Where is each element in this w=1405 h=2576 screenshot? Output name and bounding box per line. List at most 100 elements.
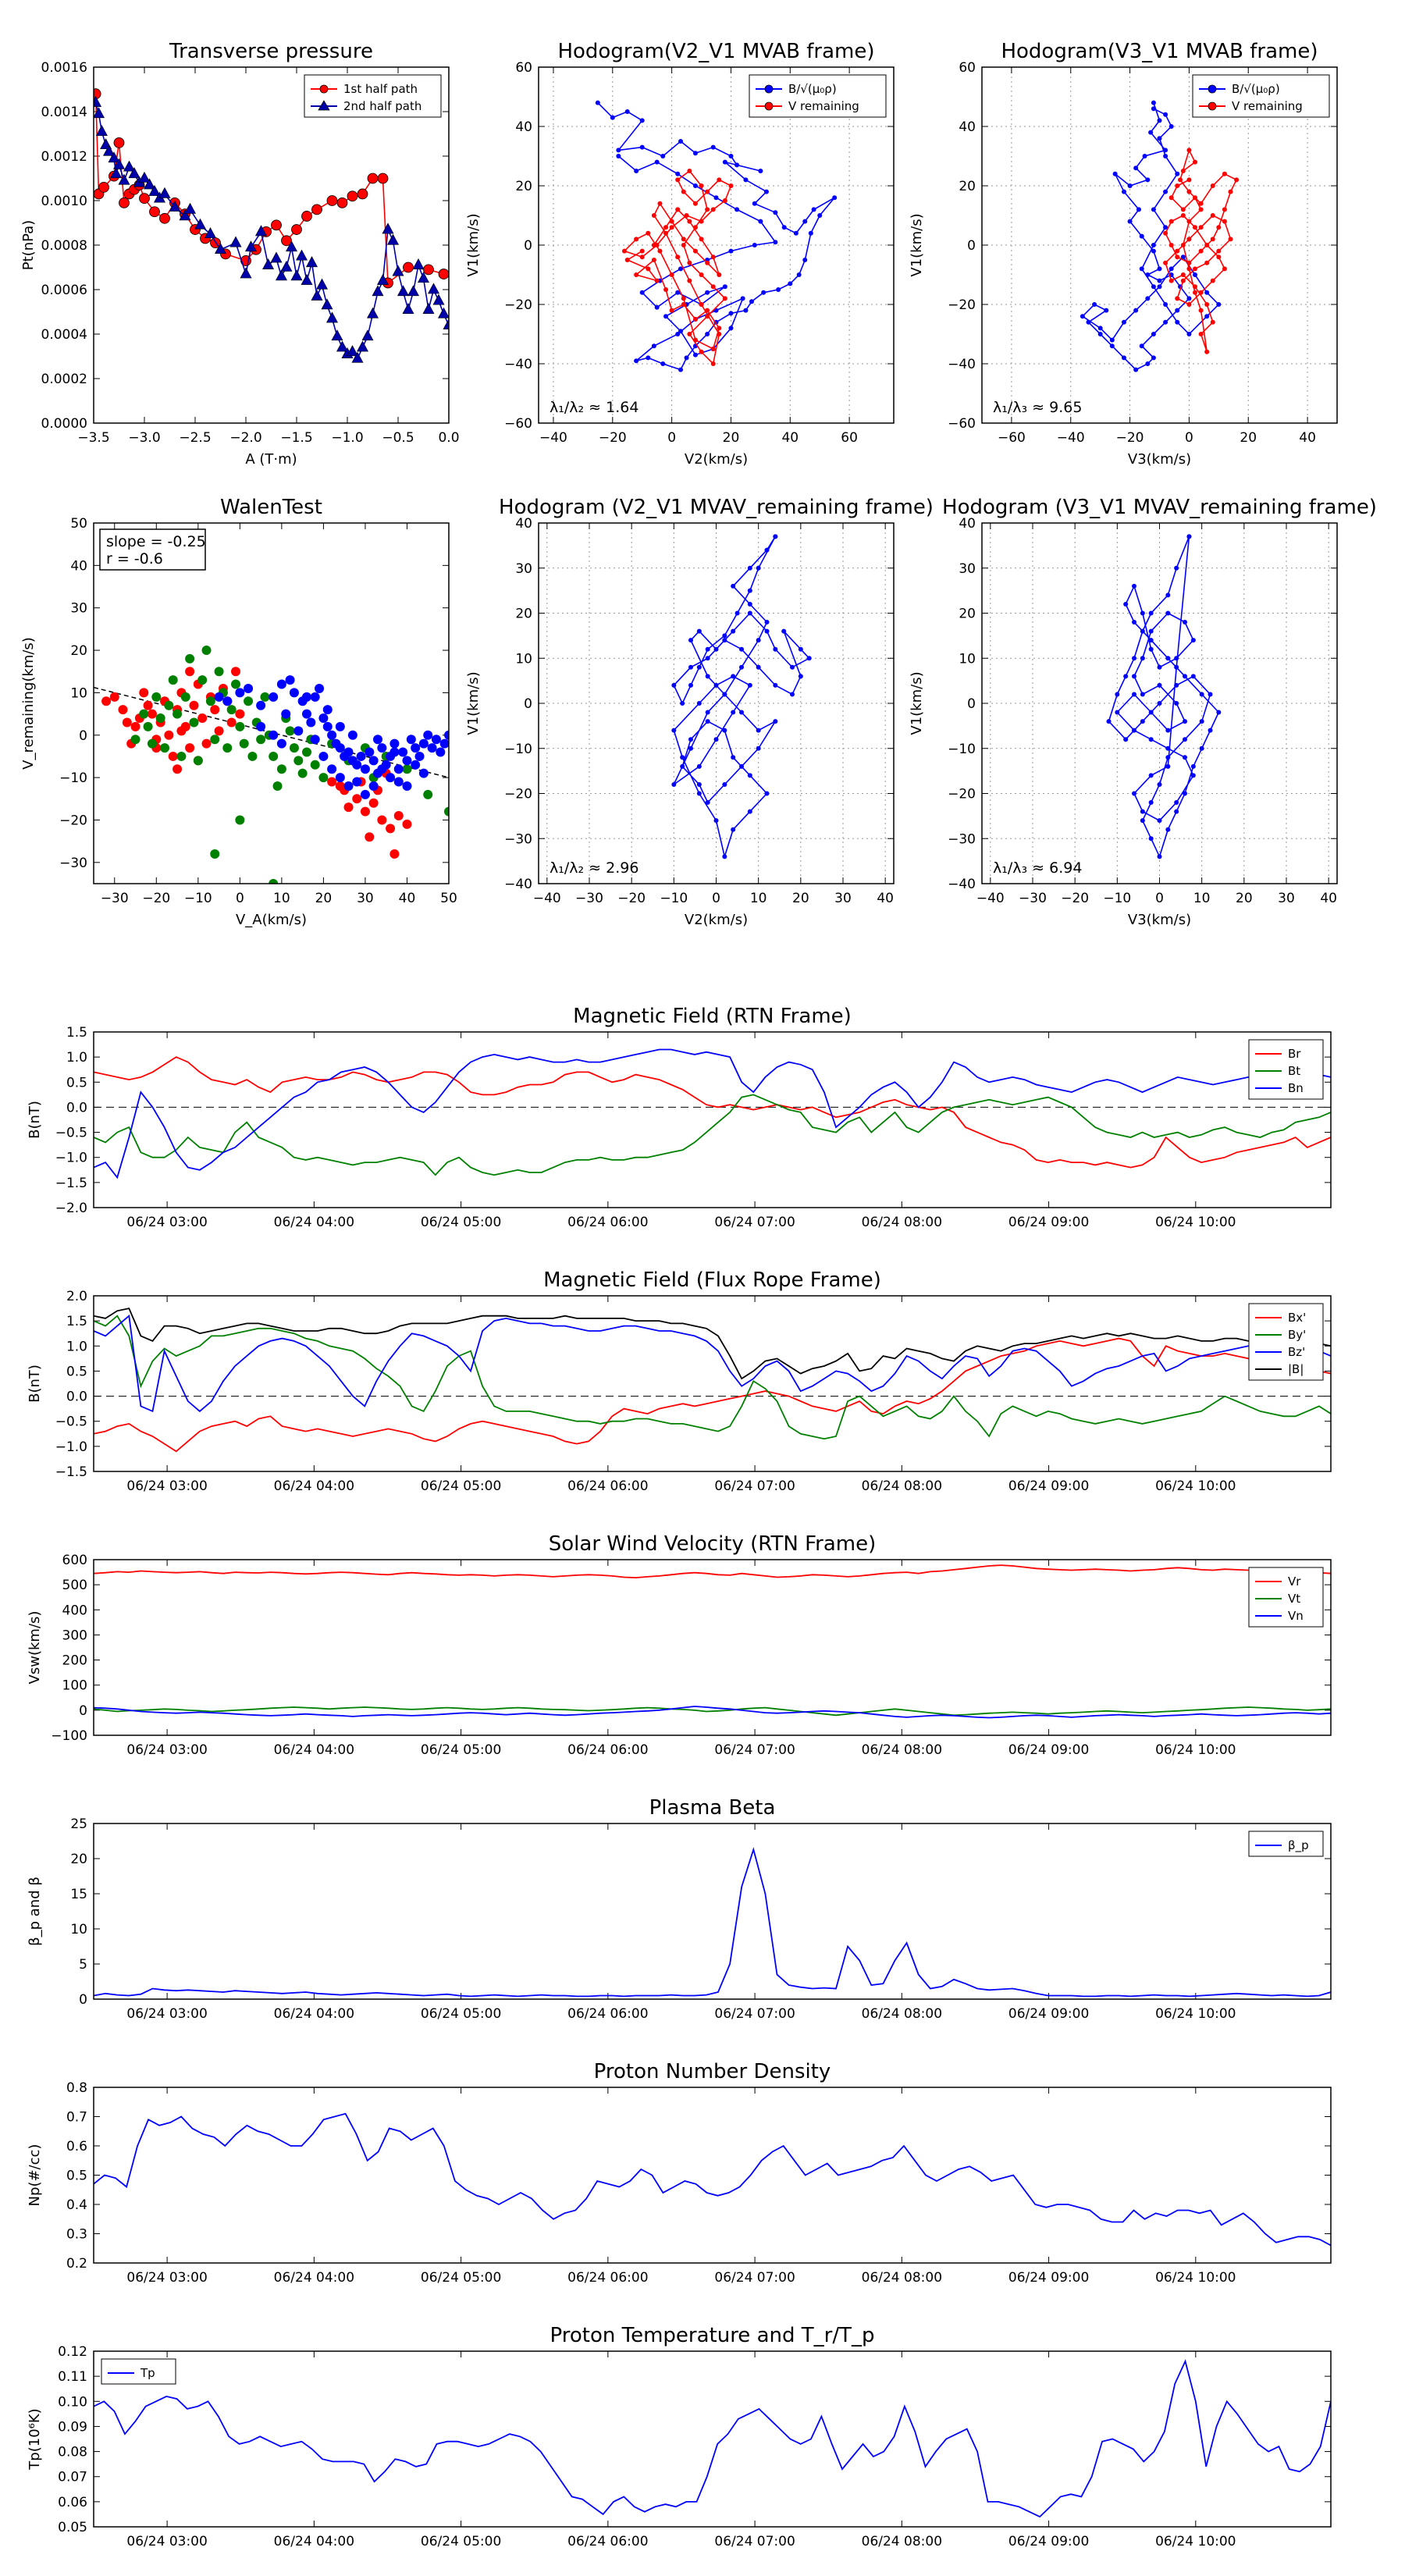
y-tick-label: 0.0002 (41, 372, 87, 387)
data-point (675, 254, 681, 260)
data-point (705, 656, 710, 661)
x-tick-label: 40 (1320, 891, 1337, 906)
y-tick-label: 0.0014 (41, 105, 87, 120)
data-point (402, 303, 414, 314)
data-point (210, 849, 220, 859)
data-point (194, 218, 207, 229)
y-tick-label: −60 (504, 416, 532, 432)
data-point (302, 709, 311, 719)
y-tick-label: 0.3 (66, 2227, 87, 2243)
series-0 (1106, 534, 1222, 859)
data-point (671, 728, 677, 733)
data-point (297, 768, 308, 778)
y-tick-label: 0.09 (58, 2419, 87, 2435)
data-point (168, 751, 178, 761)
data-point (743, 308, 749, 313)
data-point (710, 284, 716, 290)
y-tick-label: −20 (948, 297, 976, 313)
legend-label: Bz' (1288, 1345, 1305, 1359)
data-point (671, 682, 677, 688)
data-point (705, 800, 710, 806)
data-point (1115, 710, 1120, 715)
data-point (1097, 326, 1103, 331)
x-axis-label: V_A(km/s) (236, 912, 307, 928)
y-tick-label: −20 (948, 787, 976, 802)
y-axis-label: B(nT) (27, 1364, 43, 1403)
data-point (657, 201, 663, 206)
legend-label: Bx' (1288, 1311, 1306, 1325)
data-point (269, 879, 279, 884)
data-point (204, 227, 217, 239)
data-point (651, 213, 656, 218)
data-point (1199, 719, 1204, 724)
data-point (675, 171, 681, 176)
data-point (1145, 361, 1151, 366)
x-tick-label: 06/24 03:00 (126, 2006, 207, 2022)
data-point (728, 154, 734, 158)
data-point (1204, 290, 1210, 295)
data-point (285, 726, 295, 736)
data-point (639, 248, 645, 254)
x-tick-label: 0 (712, 891, 720, 906)
data-point (436, 747, 446, 757)
data-point (1151, 332, 1156, 336)
data-point (439, 738, 449, 749)
data-point (1190, 763, 1196, 769)
y-tick-label: 40 (515, 119, 532, 135)
y-tick-label: 0.0004 (41, 327, 87, 343)
data-point (214, 692, 224, 702)
data-point (139, 193, 150, 205)
data-point (639, 254, 645, 260)
data-point (773, 646, 778, 652)
legend-label: Bt (1288, 1064, 1300, 1078)
x-tick-label: −20 (142, 891, 170, 906)
data-point (372, 285, 384, 297)
data-point (773, 682, 778, 688)
data-point (705, 260, 710, 265)
chart-h21r: Hodogram (V2_V1 MVAV_remaining frame) −40… (465, 496, 934, 928)
plot-area (595, 100, 838, 372)
data-point (722, 638, 727, 643)
y-tick-label: 0.11 (58, 2369, 87, 2385)
data-point (295, 249, 308, 261)
y-tick-label: 0.05 (58, 2520, 87, 2535)
data-point (802, 258, 808, 262)
data-point (1208, 728, 1213, 733)
x-tick-label: 06/24 09:00 (1008, 2006, 1089, 2022)
x-axis-label: V3(km/s) (1128, 912, 1191, 928)
data-point (1133, 367, 1139, 372)
data-point (1123, 601, 1129, 607)
data-point (1175, 183, 1180, 188)
data-point (781, 628, 787, 634)
data-point (764, 547, 770, 553)
data-point (1198, 290, 1204, 295)
legend: Br Bt Bn (1248, 1039, 1324, 1100)
series-line-Vr (94, 1564, 1331, 1579)
data-point (377, 764, 387, 774)
data-point (634, 169, 639, 173)
data-point (1157, 682, 1162, 688)
y-tick-label: 40 (515, 516, 532, 532)
y-tick-label: −0.5 (55, 1414, 87, 1430)
data-point (1148, 800, 1154, 806)
data-point (705, 332, 710, 336)
data-point (1139, 266, 1144, 272)
data-point (1216, 248, 1222, 254)
series-0 (101, 667, 412, 859)
y-tick-label: 0.07 (58, 2470, 87, 2485)
x-tick-label: 40 (1299, 430, 1316, 446)
y-tick-label: 1.5 (66, 1314, 87, 1329)
data-point (318, 751, 329, 761)
data-point (1122, 355, 1126, 361)
y-tick-label: −30 (948, 831, 976, 847)
plot-frame (981, 66, 1338, 424)
data-point (722, 854, 727, 859)
x-tick-label: −40 (539, 430, 567, 446)
y-tick-label: −40 (504, 877, 532, 892)
data-point (722, 633, 727, 639)
series-0 (671, 534, 812, 859)
data-point (139, 688, 149, 698)
data-point (764, 628, 770, 634)
data-point (728, 311, 734, 316)
data-point (717, 332, 722, 336)
